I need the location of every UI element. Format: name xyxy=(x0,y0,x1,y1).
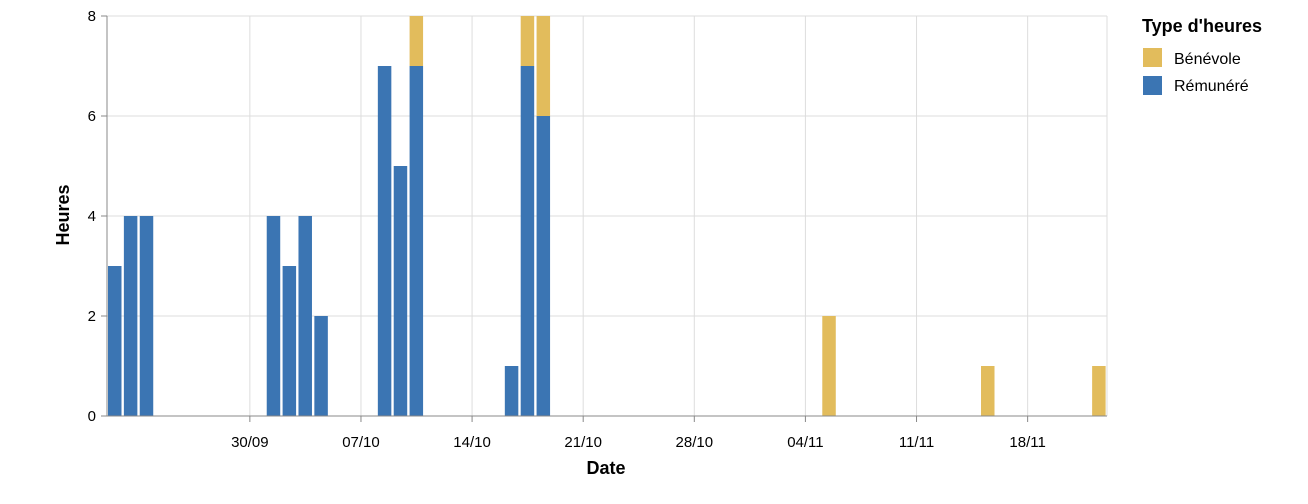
x-tick-label: 28/10 xyxy=(676,434,714,451)
legend-title: Type d'heures xyxy=(1142,16,1262,36)
bar-remunere-2024-10-03 xyxy=(298,216,312,416)
bar-remunere-2024-10-04 xyxy=(314,316,328,416)
legend-swatch-remunere xyxy=(1143,76,1162,95)
legend: Type d'heures Bénévole Rémunéré xyxy=(1142,16,1262,95)
y-tick-label: 0 xyxy=(88,408,96,425)
legend-swatch-benevole xyxy=(1143,48,1162,67)
x-axis-ticks: 30/09 07/10 14/10 21/10 28/10 04/11 11/11 18/11 xyxy=(231,416,1046,451)
y-tick-label: 8 xyxy=(88,8,96,25)
bar-remunere-2024-10-16 xyxy=(504,366,519,416)
bar-remunere-2024-09-23 xyxy=(139,216,154,416)
x-axis-title: Date xyxy=(586,458,625,478)
legend-label-benevole: Bénévole xyxy=(1174,51,1241,68)
y-axis-title: Heures xyxy=(53,184,73,245)
bar-benevole-2024-11-15 xyxy=(981,366,995,416)
bar-remunere-2024-09-22 xyxy=(123,216,138,416)
x-tick-label: 07/10 xyxy=(342,434,380,451)
x-tick-label: 21/10 xyxy=(564,434,602,451)
x-tick-label: 04/11 xyxy=(787,434,823,451)
bar-remunere-2024-10-01 xyxy=(266,216,281,416)
bar-remunere-2024-10-08 xyxy=(377,66,392,416)
bar-remunere-2024-10-09 xyxy=(393,166,408,416)
y-axis-ticks: 0 2 4 6 8 xyxy=(88,8,107,425)
legend-label-remunere: Rémunéré xyxy=(1174,78,1249,95)
bar-benevole-2024-11-22 xyxy=(1092,366,1106,416)
bar-benevole-2024-10-10 xyxy=(409,16,424,66)
bar-benevole-2024-11-05 xyxy=(822,316,836,416)
y-tick-label: 6 xyxy=(88,108,96,125)
grid xyxy=(107,15,1108,417)
bar-benevole-2024-10-18 xyxy=(536,16,551,116)
bars xyxy=(108,16,1106,416)
x-tick-label: 18/11 xyxy=(1009,434,1045,451)
bar-remunere-2024-10-17 xyxy=(520,66,535,416)
bar-remunere-2024-10-18 xyxy=(536,116,551,416)
x-tick-label: 14/10 xyxy=(453,434,491,451)
y-tick-label: 2 xyxy=(88,308,96,325)
bar-remunere-2024-10-02 xyxy=(282,266,297,416)
x-tick-label: 11/11 xyxy=(899,434,934,451)
y-tick-label: 4 xyxy=(88,208,96,225)
bar-remunere-2024-10-10 xyxy=(409,66,424,416)
x-tick-label: 30/09 xyxy=(231,434,269,451)
bar-remunere-2024-09-21 xyxy=(108,266,122,416)
bar-benevole-2024-10-17 xyxy=(520,16,535,66)
